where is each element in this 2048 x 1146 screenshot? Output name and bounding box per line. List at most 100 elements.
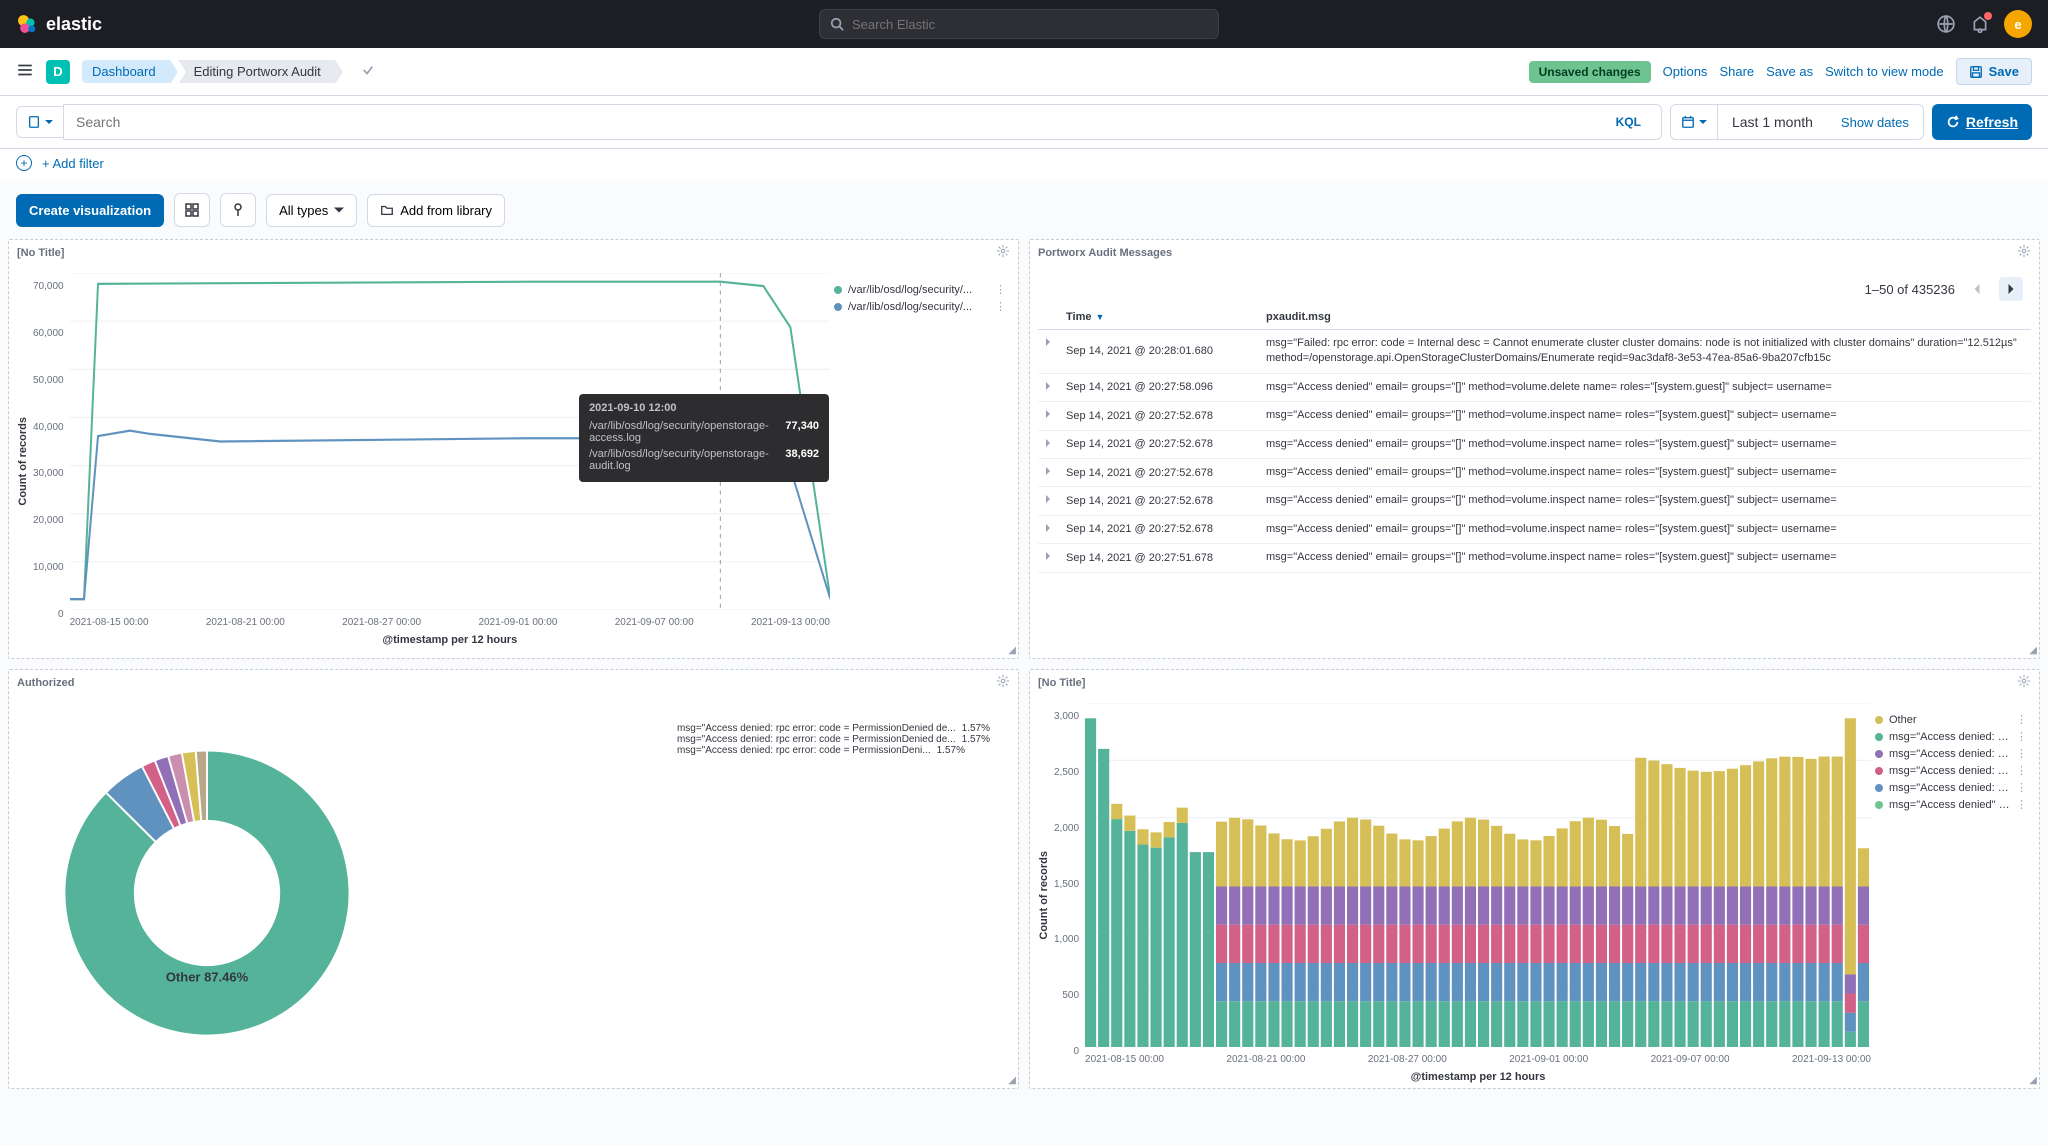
legend-item[interactable]: msg="Access denied: rp...⋮: [1875, 779, 2027, 796]
notification-dot: [1984, 12, 1992, 20]
table-row[interactable]: Sep 14, 2021 @ 20:27:52.678msg="Access d…: [1038, 431, 2031, 459]
y-axis-ticks: 3,0002,5002,0001,5001,0005000: [1054, 703, 1085, 1087]
all-types-dropdown[interactable]: All types: [266, 194, 357, 227]
resize-handle[interactable]: ◢: [2029, 645, 2037, 656]
table-row[interactable]: Sep 14, 2021 @ 20:27:52.678msg="Access d…: [1038, 402, 2031, 430]
filter-menu-toggle[interactable]: [16, 106, 63, 138]
donut-chart: Other 87.46% msg="Access denied: rpc err…: [17, 703, 1010, 1083]
global-search-input[interactable]: [852, 17, 1208, 32]
chart-tooltip: 2021-09-10 12:00/var/lib/osd/log/securit…: [579, 394, 829, 482]
markdown-icon-button[interactable]: [220, 193, 256, 227]
query-input-wrap[interactable]: KQL: [63, 104, 1662, 140]
panel-table: Portworx Audit Messages 1–50 of 435236: [1029, 239, 2040, 659]
create-viz-button[interactable]: Create visualization: [16, 194, 164, 227]
save-icon: [1969, 65, 1983, 79]
legend-item[interactable]: msg="Access denied" e...⋮: [1875, 796, 2027, 813]
x-axis-ticks: 2021-08-15 00:002021-08-21 00:002021-08-…: [70, 613, 830, 632]
table-row[interactable]: Sep 14, 2021 @ 20:27:52.678msg="Access d…: [1038, 487, 2031, 515]
add-filter-button[interactable]: + Add filter: [42, 156, 104, 171]
panel-gear-icon[interactable]: [2017, 674, 2031, 691]
filter-icon: [27, 115, 41, 129]
save-check-icon[interactable]: [361, 63, 375, 80]
prev-page-button[interactable]: [1965, 277, 1989, 301]
expand-row-icon[interactable]: [1038, 465, 1058, 480]
refresh-label: Refresh: [1966, 114, 2018, 130]
table-body: Sep 14, 2021 @ 20:28:01.680msg="Failed: …: [1038, 330, 2031, 573]
news-icon[interactable]: [1936, 14, 1956, 34]
resize-handle[interactable]: ◢: [1008, 645, 1016, 656]
folder-icon: [380, 203, 394, 217]
stackbar-svg: [1085, 703, 1871, 1047]
legend-item[interactable]: /var/lib/osd/log/security/...⋮: [834, 281, 1006, 298]
app-badge[interactable]: D: [46, 60, 70, 84]
panel-stackbar: [No Title] Count of records 3,0002,5002,…: [1029, 669, 2040, 1089]
sort-desc-icon: ▼: [1095, 312, 1104, 322]
logo-text: elastic: [46, 14, 102, 35]
chevron-down-icon: [334, 205, 344, 215]
expand-row-icon[interactable]: [1038, 408, 1058, 423]
crumb-dashboard[interactable]: Dashboard: [82, 60, 170, 83]
table-row[interactable]: Sep 14, 2021 @ 20:27:51.678msg="Access d…: [1038, 544, 2031, 572]
resize-handle[interactable]: ◢: [2029, 1075, 2037, 1086]
legend-item[interactable]: Other⋮: [1875, 711, 2027, 728]
header-icons: e: [1936, 10, 2032, 38]
resize-handle[interactable]: ◢: [1008, 1075, 1016, 1086]
search-icon: [830, 17, 844, 31]
panel-title: Authorized: [17, 677, 74, 689]
linechart: Count of records 70,00060,00050,00040,00…: [17, 273, 1010, 650]
expand-row-icon[interactable]: [1038, 437, 1058, 452]
logo[interactable]: elastic: [16, 13, 102, 35]
col-time-header[interactable]: Time ▼: [1058, 311, 1258, 323]
table-row[interactable]: Sep 14, 2021 @ 20:27:52.678msg="Access d…: [1038, 459, 2031, 487]
next-page-button[interactable]: [1999, 277, 2023, 301]
table-header: Time ▼ pxaudit.msg: [1038, 305, 2031, 330]
col-msg-header[interactable]: pxaudit.msg: [1258, 311, 2031, 323]
query-input[interactable]: [76, 114, 1608, 130]
crumb-editing[interactable]: Editing Portworx Audit: [178, 60, 335, 83]
chevron-down-icon: [1699, 118, 1707, 126]
save-button[interactable]: Save: [1956, 58, 2032, 85]
kql-badge[interactable]: KQL: [1608, 115, 1649, 129]
notifications-icon[interactable]: [1970, 14, 1990, 34]
table-row[interactable]: Sep 14, 2021 @ 20:27:52.678msg="Access d…: [1038, 516, 2031, 544]
switch-link[interactable]: Switch to view mode: [1825, 64, 1944, 79]
panel-gear-icon[interactable]: [996, 674, 1010, 691]
unsaved-badge: Unsaved changes: [1529, 61, 1651, 83]
legend-item[interactable]: msg="Access denied: rp...⋮: [1875, 728, 2027, 745]
show-dates-link[interactable]: Show dates: [1827, 115, 1923, 130]
pin-icon: [230, 202, 246, 218]
expand-row-icon[interactable]: [1038, 493, 1058, 508]
save-label: Save: [1989, 64, 2019, 79]
share-link[interactable]: Share: [1719, 64, 1754, 79]
donut-center-label: Other 87.46%: [166, 969, 248, 984]
expand-row-icon[interactable]: [1038, 380, 1058, 395]
date-text: Last 1 month: [1718, 114, 1827, 130]
saveas-link[interactable]: Save as: [1766, 64, 1813, 79]
legend-item[interactable]: msg="Access denied: rp...⋮: [1875, 745, 2027, 762]
options-link[interactable]: Options: [1663, 64, 1708, 79]
table-row[interactable]: Sep 14, 2021 @ 20:27:58.096msg="Access d…: [1038, 374, 2031, 402]
date-picker[interactable]: Last 1 month Show dates: [1670, 104, 1924, 140]
add-filter-plus-icon[interactable]: +: [16, 155, 32, 171]
chevron-down-icon: [45, 118, 53, 126]
expand-row-icon[interactable]: [1038, 522, 1058, 537]
y-axis-label: Count of records: [17, 417, 29, 506]
add-from-library-button[interactable]: Add from library: [367, 194, 505, 227]
panel-gear-icon[interactable]: [2017, 244, 2031, 261]
sub-header: D Dashboard Editing Portworx Audit Unsav…: [0, 48, 2048, 96]
refresh-button[interactable]: Refresh: [1932, 104, 2032, 140]
global-search[interactable]: [819, 9, 1219, 39]
user-avatar[interactable]: e: [2004, 10, 2032, 38]
legend-item[interactable]: /var/lib/osd/log/security/...⋮: [834, 298, 1006, 315]
menu-toggle[interactable]: [16, 61, 34, 82]
panel-linechart: [No Title] Count of records 70,00060,000…: [8, 239, 1019, 659]
legend-item[interactable]: msg="Access denied: rp...⋮: [1875, 762, 2027, 779]
stackbar-legend: Other⋮msg="Access denied: rp...⋮msg="Acc…: [1871, 703, 2031, 1087]
expand-row-icon[interactable]: [1038, 550, 1058, 565]
table-row[interactable]: Sep 14, 2021 @ 20:28:01.680msg="Failed: …: [1038, 330, 2031, 374]
grid-icon-button[interactable]: [174, 193, 210, 227]
panel-gear-icon[interactable]: [996, 244, 1010, 261]
calendar-icon[interactable]: [1671, 105, 1718, 139]
expand-row-icon[interactable]: [1038, 336, 1058, 367]
panel-title: Portworx Audit Messages: [1038, 247, 1172, 259]
